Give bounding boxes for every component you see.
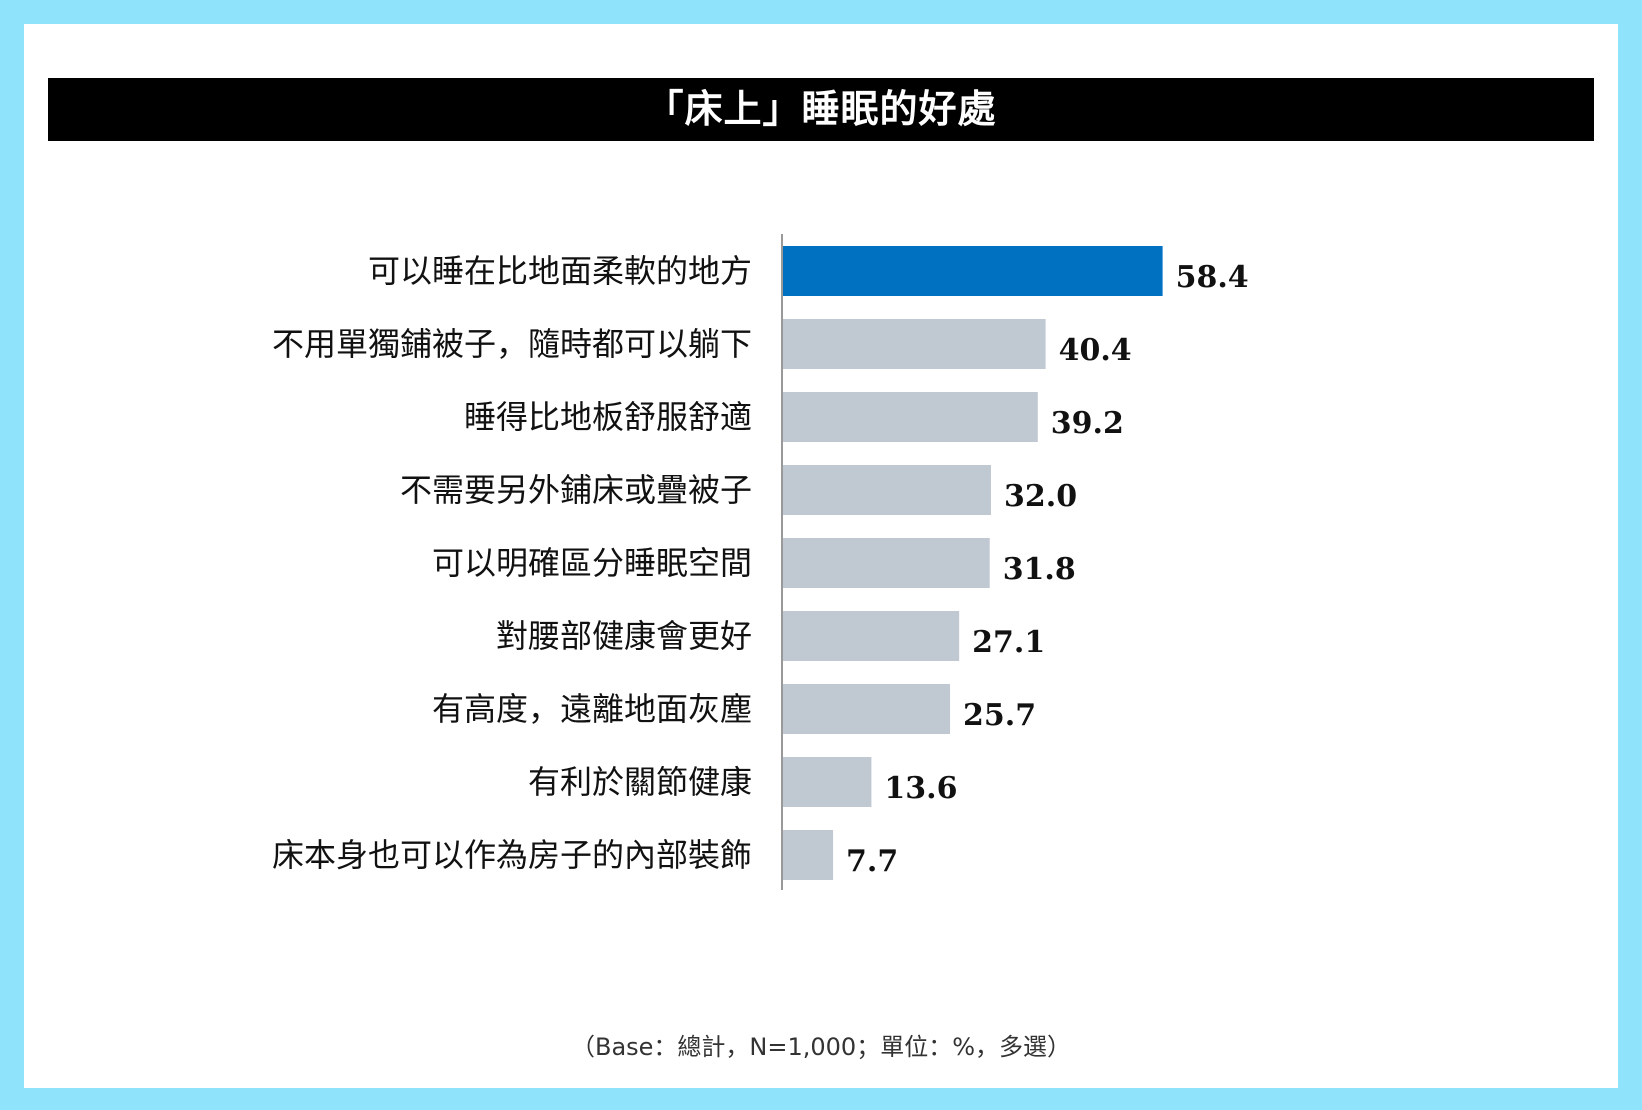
value-label: 39.2 (1051, 406, 1124, 441)
bar (783, 538, 990, 588)
category-label: 不需要另外鋪床或疊被子 (400, 471, 752, 509)
bar-chart: 可以睡在比地面柔軟的地方 58.4 不用單獨鋪被子，隨時都可以躺下 40.4 睡得比地板… (272, 234, 1249, 890)
value-label: 25.7 (963, 698, 1036, 733)
bar (783, 684, 951, 734)
bar (783, 392, 1038, 442)
bar (783, 465, 991, 515)
footnote: （Base：總計，N=1,000；單位：%，多選） (570, 1033, 1071, 1061)
chart-title: 「床上」睡眠的好處 (48, 78, 1594, 141)
bar (783, 246, 1163, 296)
value-label: 13.6 (884, 771, 957, 806)
value-label: 7.7 (846, 844, 898, 879)
bar (783, 757, 872, 807)
category-label: 有利於關節健康 (528, 763, 752, 801)
chart-frame: 「床上」睡眠的好處 可以睡在比地面柔軟的地方 58.4 不用單獨鋪被子，隨時都可以躺… (24, 24, 1618, 1088)
category-label: 對腰部健康會更好 (496, 617, 752, 655)
value-label: 40.4 (1059, 333, 1132, 368)
category-label: 睡得比地板舒服舒適 (464, 398, 752, 436)
value-label: 58.4 (1176, 260, 1249, 295)
category-label: 可以睡在比地面柔軟的地方 (368, 252, 752, 290)
value-label: 27.1 (972, 625, 1045, 660)
category-label: 可以明確區分睡眠空間 (432, 544, 752, 582)
bar (783, 830, 834, 880)
bar (783, 319, 1046, 369)
category-label: 不用單獨鋪被子，隨時都可以躺下 (272, 325, 752, 363)
bar (783, 611, 960, 661)
value-label: 32.0 (1004, 479, 1077, 514)
category-label: 床本身也可以作為房子的內部裝飾 (272, 836, 752, 874)
category-label: 有高度，遠離地面灰塵 (432, 690, 752, 728)
value-label: 31.8 (1003, 552, 1076, 587)
